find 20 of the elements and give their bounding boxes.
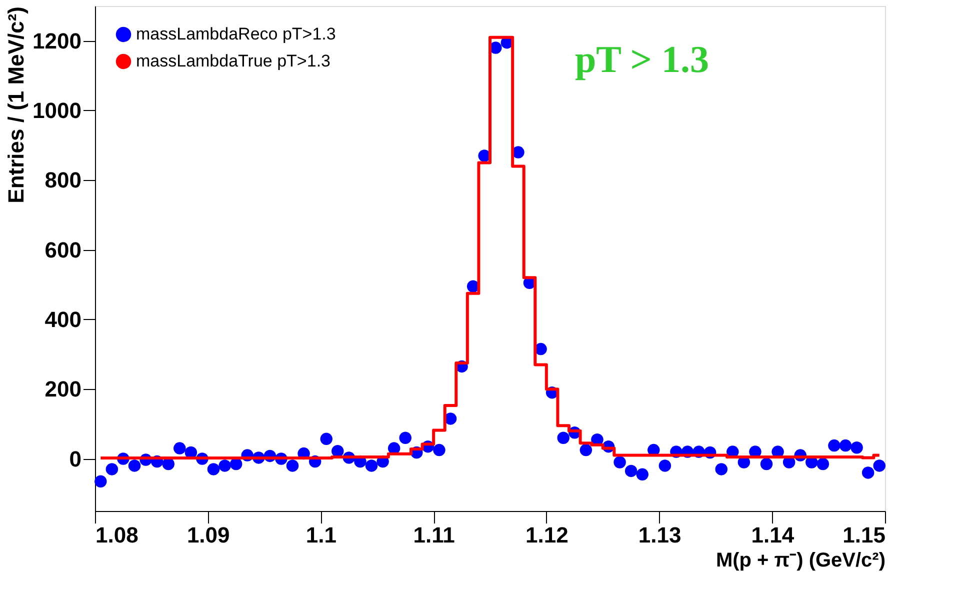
legend-label: massLambdaTrue pT>1.3: [136, 52, 330, 70]
y-tick-label: 400: [44, 306, 82, 332]
x-tick-label: 1.09: [186, 522, 230, 548]
y-tick-label: 0: [69, 446, 82, 472]
x-axis-title: M(p + π⁻) (GeV/c²): [716, 550, 886, 572]
x-tick-label: 1.12: [526, 522, 568, 548]
y-tick-label: 200: [44, 376, 82, 402]
y-tick-label: 1200: [32, 28, 82, 54]
y-tick-label: 800: [44, 168, 82, 193]
y-tick-label: 1000: [32, 98, 82, 123]
y-axis-title: Entries / (1 MeV/c²): [4, 6, 29, 204]
x-tick-label: 1.14: [751, 522, 795, 548]
legend-label: massLambdaReco pT>1.3: [136, 24, 336, 44]
y-tick-label: 600: [44, 237, 82, 262]
x-tick-label: 1.08: [96, 522, 138, 548]
x-tick-label: 1.1: [306, 522, 337, 548]
annotation: pT > 1.3: [575, 39, 709, 81]
x-tick-label: 1.13: [638, 522, 682, 548]
x-tick-label: 1.15: [842, 522, 886, 548]
x-tick-label: 1.11: [413, 522, 455, 548]
